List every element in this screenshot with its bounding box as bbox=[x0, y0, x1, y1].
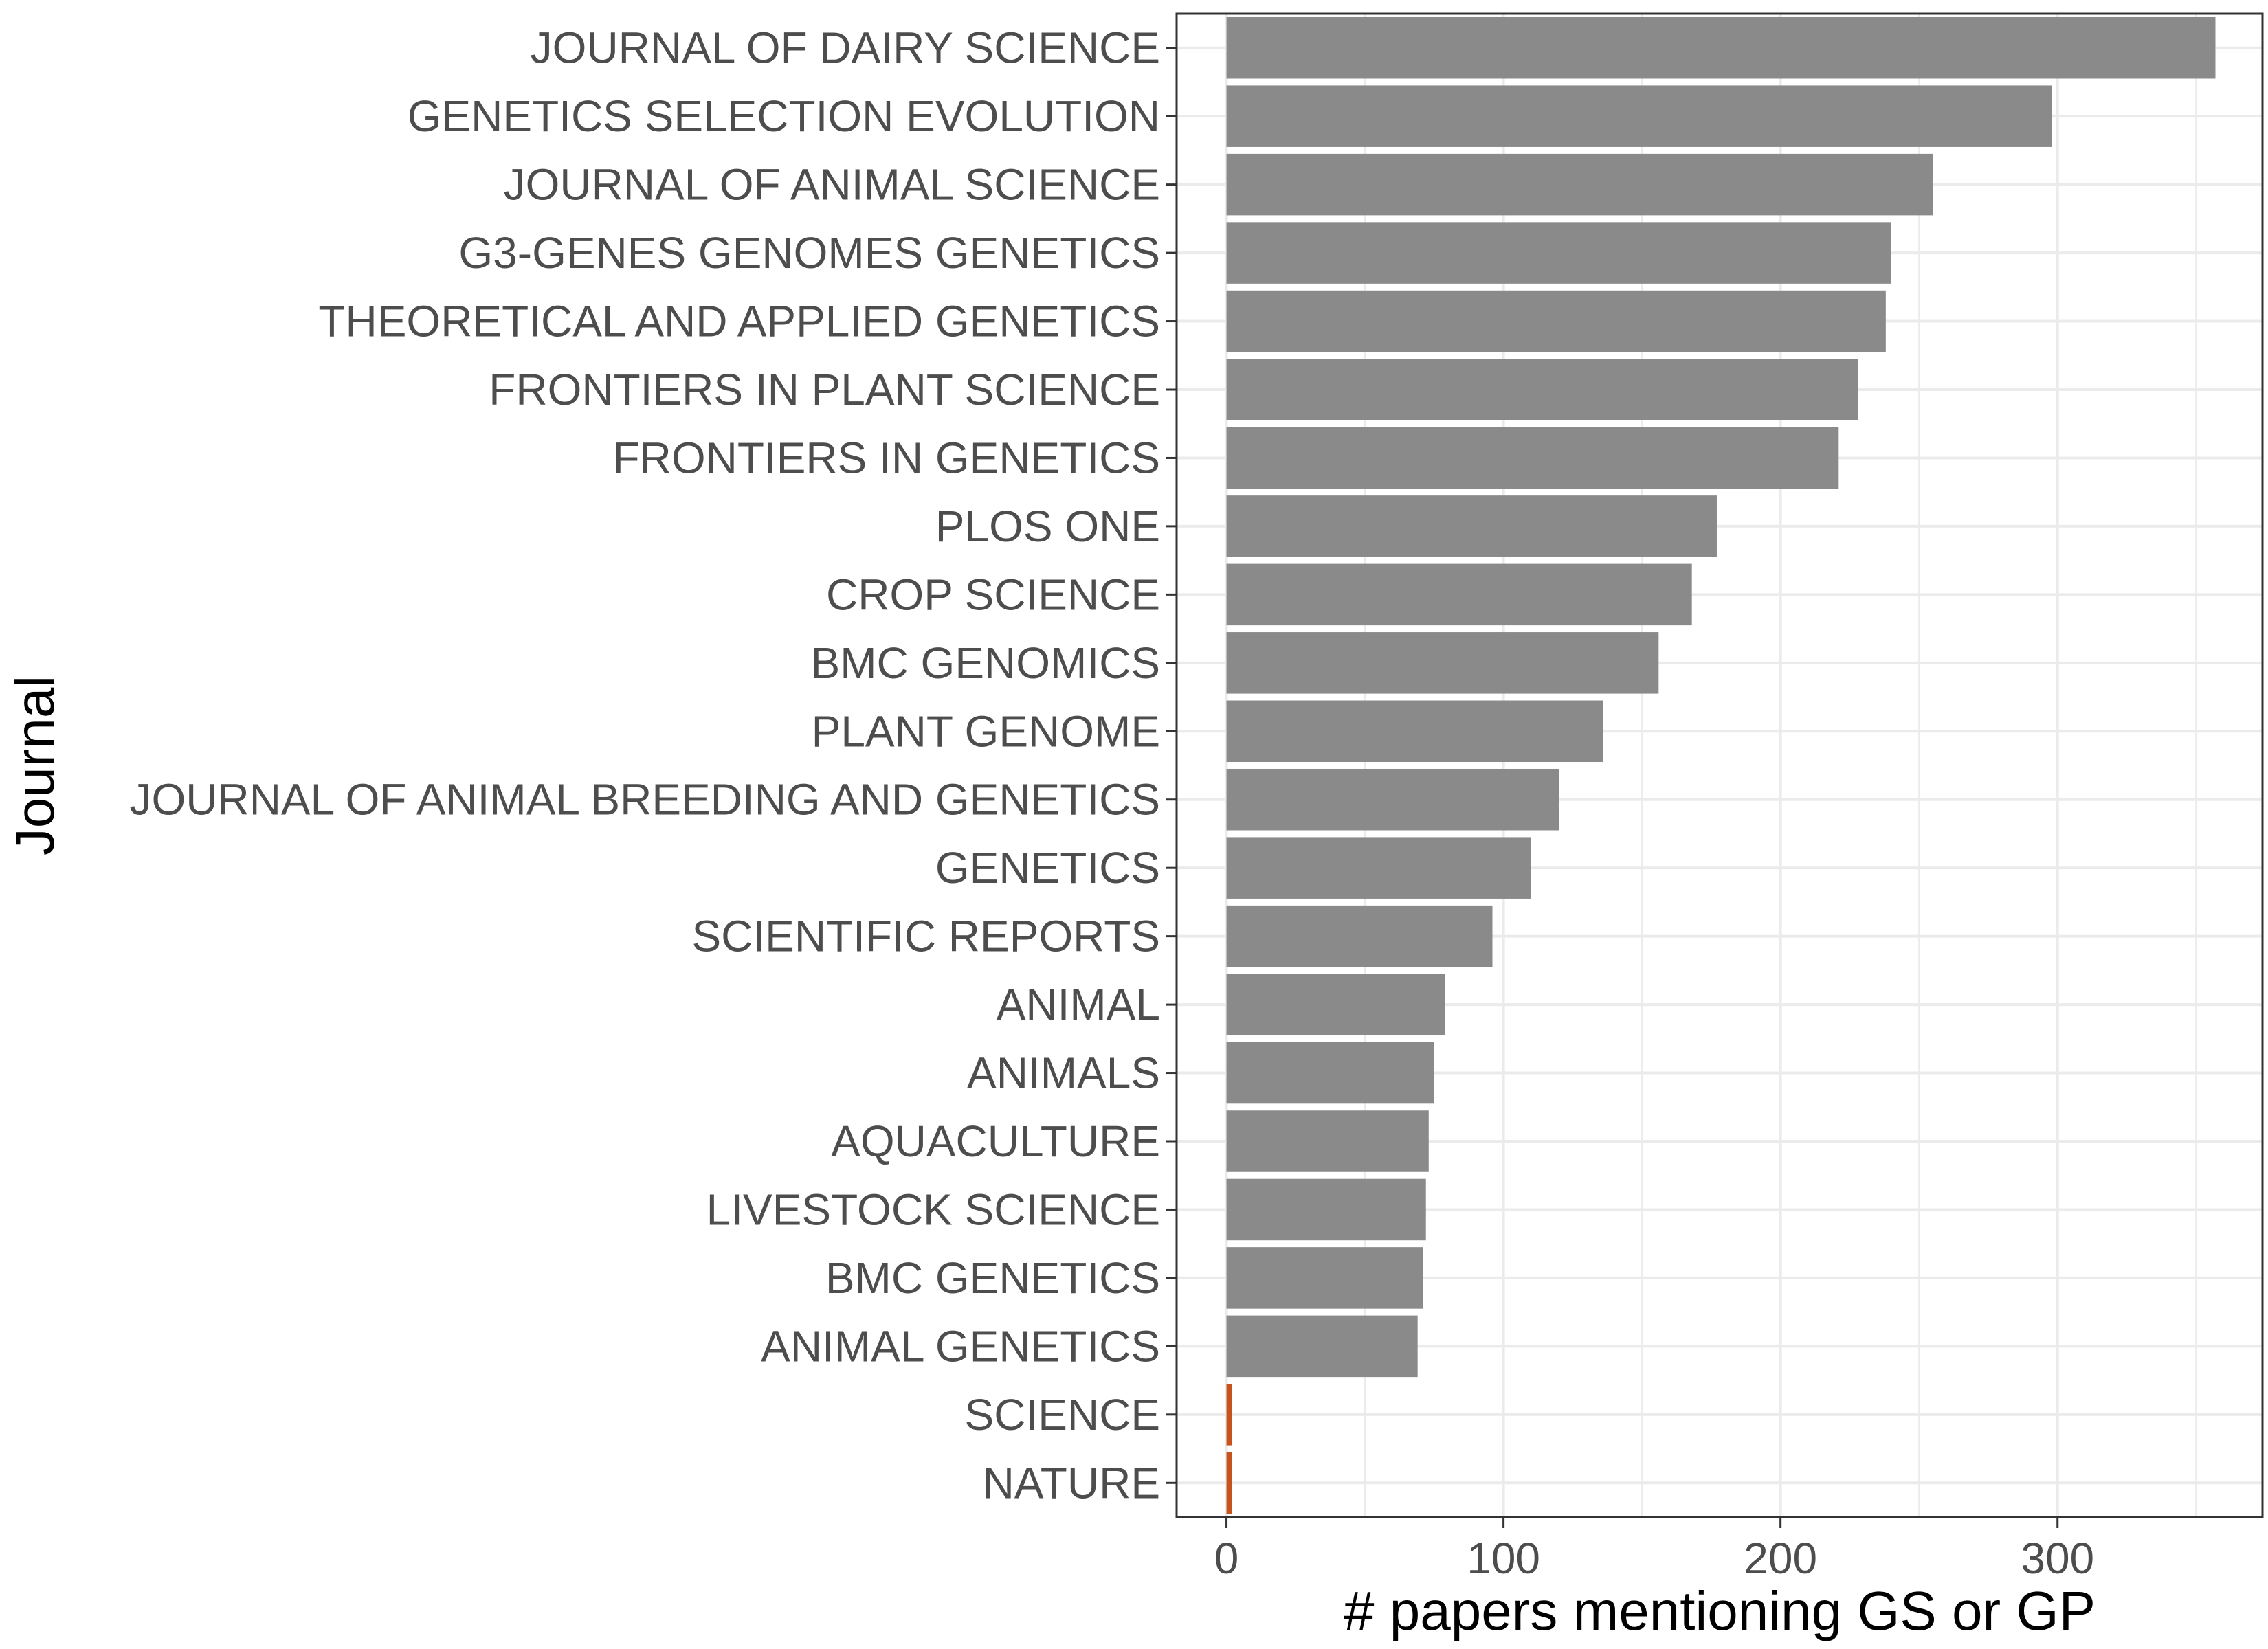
y-tick-label: AQUACULTURE bbox=[831, 1117, 1160, 1166]
bar bbox=[1226, 427, 1839, 489]
y-tick-label: JOURNAL OF ANIMAL BREEDING AND GENETICS bbox=[129, 775, 1160, 824]
bar bbox=[1226, 905, 1493, 967]
x-tick-label: 300 bbox=[2021, 1534, 2094, 1583]
bar bbox=[1226, 1178, 1426, 1241]
y-tick-label: PLOS ONE bbox=[935, 502, 1160, 551]
y-tick-label: BMC GENETICS bbox=[825, 1253, 1160, 1303]
y-tick-label: SCIENTIFIC REPORTS bbox=[691, 912, 1160, 961]
bar bbox=[1226, 290, 1886, 352]
bar bbox=[1226, 1315, 1418, 1378]
y-tick-label: GENETICS SELECTION EVOLUTION bbox=[408, 91, 1160, 141]
bar bbox=[1226, 222, 1891, 284]
bar bbox=[1226, 85, 2052, 147]
bar bbox=[1226, 837, 1531, 899]
y-tick-label: FRONTIERS IN PLANT SCIENCE bbox=[489, 365, 1160, 414]
panel-border bbox=[1175, 12, 2264, 1518]
y-tick-label: ANIMAL GENETICS bbox=[761, 1321, 1160, 1371]
bar bbox=[1226, 153, 1933, 216]
bar bbox=[1226, 1452, 1232, 1514]
x-axis-title: # papers mentioning GS or GP bbox=[1344, 1580, 2095, 1641]
bar bbox=[1226, 16, 2216, 79]
x-tick-label: 100 bbox=[1467, 1534, 1540, 1583]
bar bbox=[1226, 700, 1603, 763]
bar bbox=[1226, 1042, 1434, 1104]
bars bbox=[1226, 16, 2216, 1514]
y-tick-label: G3-GENES GENOMES GENETICS bbox=[458, 228, 1160, 278]
bar bbox=[1226, 359, 1858, 420]
y-tick-label: GENETICS bbox=[935, 843, 1160, 893]
y-tick-label: LIVESTOCK SCIENCE bbox=[707, 1185, 1160, 1234]
y-tick-label: JOURNAL OF DAIRY SCIENCE bbox=[531, 23, 1160, 73]
x-axis: 0 100 200 300 bbox=[1214, 1517, 2094, 1583]
y-tick-label: FRONTIERS IN GENETICS bbox=[613, 433, 1161, 482]
x-tick-label: 0 bbox=[1214, 1534, 1239, 1583]
bar bbox=[1226, 1247, 1423, 1309]
bar bbox=[1226, 1110, 1429, 1172]
bar bbox=[1226, 1384, 1232, 1446]
y-tick-label: NATURE bbox=[983, 1458, 1160, 1507]
y-axis: JOURNAL OF DAIRY SCIENCE GENETICS SELECTI… bbox=[129, 23, 1177, 1507]
y-tick-label: JOURNAL OF ANIMAL SCIENCE bbox=[504, 160, 1160, 210]
y-tick-label: PLANT GENOME bbox=[812, 706, 1160, 756]
bar bbox=[1226, 563, 1692, 626]
bar bbox=[1226, 632, 1659, 694]
y-tick-label: ANIMAL bbox=[997, 980, 1160, 1029]
bar bbox=[1226, 768, 1559, 831]
y-tick-label: THEORETICAL AND APPLIED GENETICS bbox=[318, 297, 1160, 346]
bar bbox=[1226, 974, 1445, 1035]
y-tick-label: CROP SCIENCE bbox=[826, 570, 1160, 619]
y-axis-title: Journal bbox=[4, 675, 65, 855]
y-tick-label: ANIMALS bbox=[967, 1048, 1160, 1098]
y-tick-label: SCIENCE bbox=[965, 1390, 1161, 1439]
bar bbox=[1226, 495, 1717, 557]
x-tick-label: 200 bbox=[1744, 1534, 1817, 1583]
y-tick-label: BMC GENOMICS bbox=[811, 638, 1160, 688]
